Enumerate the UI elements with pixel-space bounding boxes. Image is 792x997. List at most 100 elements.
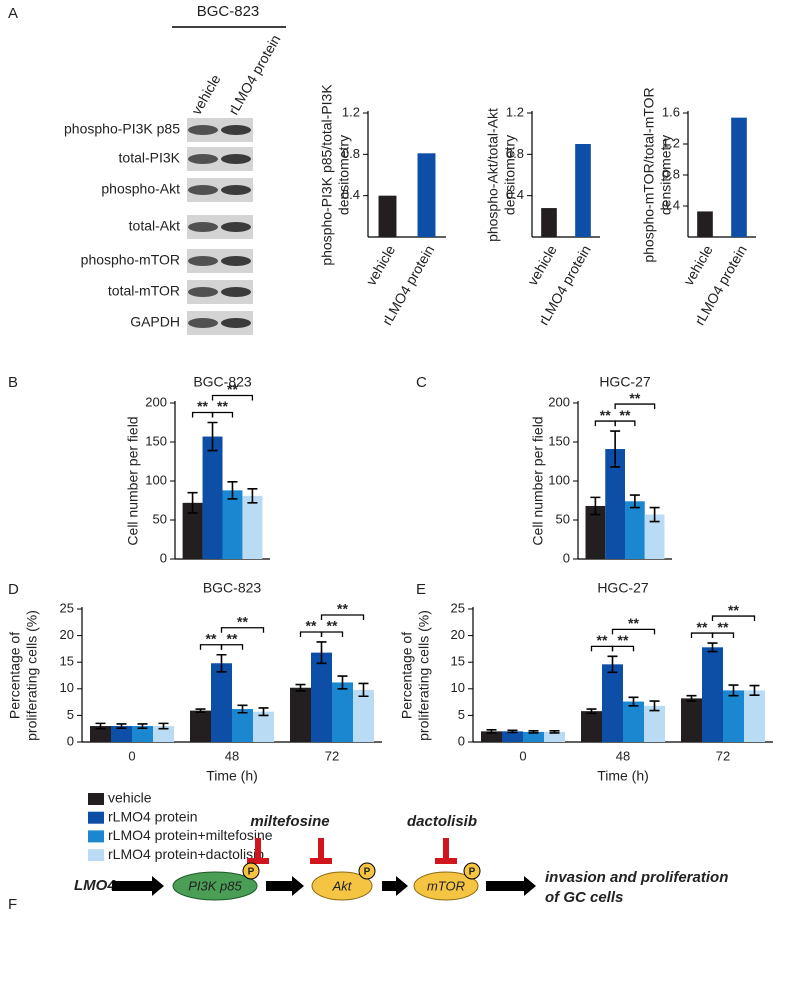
chart-title: HGC-27 xyxy=(597,580,649,596)
bar xyxy=(253,711,274,742)
x-tick-label: 0 xyxy=(128,748,135,763)
y-axis-label: proliferating cells (%) xyxy=(24,610,40,741)
blot-row-label: phospho-Akt xyxy=(101,181,180,197)
node-label: Akt xyxy=(332,878,353,893)
significance-label: ** xyxy=(597,632,608,648)
significance-label: ** xyxy=(600,407,611,423)
significance-label: ** xyxy=(206,630,217,646)
y-tick-label: 15 xyxy=(60,654,74,669)
bar xyxy=(417,153,436,237)
panel-label: B xyxy=(8,374,18,391)
significance-bracket xyxy=(611,628,656,635)
y-tick-label: 20 xyxy=(60,627,74,642)
band xyxy=(221,154,251,164)
error-bar xyxy=(237,704,248,714)
bar xyxy=(232,709,253,742)
error-bar xyxy=(628,696,639,707)
node-label: PI3K p85 xyxy=(188,878,242,893)
arrow xyxy=(112,876,164,896)
y-tick-label: 1.2 xyxy=(506,104,524,119)
error-bar xyxy=(295,683,306,692)
y-tick-label: 1.6 xyxy=(662,104,680,119)
y-axis-label: densitometry xyxy=(336,135,352,215)
significance-bracket xyxy=(220,644,244,650)
significance-label: ** xyxy=(197,398,208,414)
bar xyxy=(182,502,203,559)
error-bar xyxy=(216,653,227,673)
error-bar xyxy=(686,694,697,702)
bar xyxy=(644,705,665,742)
node xyxy=(311,871,373,901)
bar xyxy=(702,647,723,742)
significance-label: ** xyxy=(227,381,238,397)
y-tick-label: 0.4 xyxy=(506,187,524,202)
bar xyxy=(605,449,625,559)
bar xyxy=(602,664,623,742)
significance-bracket xyxy=(611,645,635,652)
y-tick-label: 0 xyxy=(160,550,167,565)
blot-row-label: GAPDH xyxy=(130,314,180,330)
band xyxy=(188,222,218,232)
y-axis-label: phospho-mTOR/total-mTOR xyxy=(641,87,657,262)
y-tick-label: 5 xyxy=(67,707,74,722)
bar xyxy=(353,689,374,742)
bar xyxy=(681,698,702,742)
y-tick-label: 0.8 xyxy=(506,146,524,161)
bar xyxy=(575,144,591,237)
error-bar xyxy=(629,494,640,509)
error-bar xyxy=(610,430,621,468)
bar xyxy=(378,195,397,237)
error-bar xyxy=(749,684,760,696)
x-tick-label: 48 xyxy=(225,748,239,763)
y-tick-label: 25 xyxy=(60,600,74,615)
significance-bracket xyxy=(211,394,254,401)
bar xyxy=(625,501,645,559)
bar xyxy=(111,726,132,742)
band xyxy=(188,185,218,195)
y-tick-label: 0 xyxy=(67,733,74,748)
significance-bracket xyxy=(211,411,234,418)
y-tick-label: 100 xyxy=(548,472,570,487)
bar xyxy=(311,652,332,742)
bar xyxy=(502,731,523,742)
pathway: miltefosine dactolisib LMO4 PI3K p85 Akt… xyxy=(74,813,728,906)
chart-title: BGC-823 xyxy=(193,374,252,390)
bar xyxy=(581,711,602,742)
band xyxy=(221,256,251,266)
band xyxy=(188,287,218,297)
blot-row-label: total-PI3K xyxy=(119,150,181,166)
error-bar xyxy=(507,729,518,734)
error-bar xyxy=(137,723,148,729)
significance-label: ** xyxy=(217,398,228,414)
y-tick-label: 200 xyxy=(145,394,167,409)
outcome: of GC cells xyxy=(545,889,623,906)
y-tick-label: 0.4 xyxy=(662,197,680,212)
blot: phospho-PI3K p85 total-PI3K phospho-Akt tot… xyxy=(64,118,253,335)
bar xyxy=(623,701,644,742)
error-bar xyxy=(728,684,739,697)
inhibition-bar xyxy=(443,838,449,862)
y-axis-label: phospho-PI3K p85/total-PI3K xyxy=(319,84,335,266)
band xyxy=(188,154,218,164)
error-bar xyxy=(195,708,206,714)
node xyxy=(413,871,479,901)
y-tick-label: 1.2 xyxy=(342,104,360,119)
chart-title: BGC-823 xyxy=(203,580,262,596)
y-axis-label: densitometry xyxy=(658,135,674,215)
bar xyxy=(544,731,565,742)
y-axis-label: phospho-Akt/total-Akt xyxy=(485,108,501,242)
arrow xyxy=(486,876,536,896)
phospho-badge xyxy=(358,862,376,880)
y-tick-label: 150 xyxy=(548,433,570,448)
y-axis-label: Percentage of xyxy=(399,632,415,719)
significance-bracket xyxy=(614,403,656,410)
legend-swatch xyxy=(88,830,104,843)
node-label: mTOR xyxy=(427,878,465,893)
significance-bracket xyxy=(614,420,636,427)
y-tick-label: 50 xyxy=(153,511,167,526)
legend-label: rLMO4 protein+miltefosine xyxy=(108,827,273,843)
error-bar xyxy=(316,641,327,665)
significance-bracket xyxy=(320,614,365,620)
significance-bracket xyxy=(711,632,735,639)
